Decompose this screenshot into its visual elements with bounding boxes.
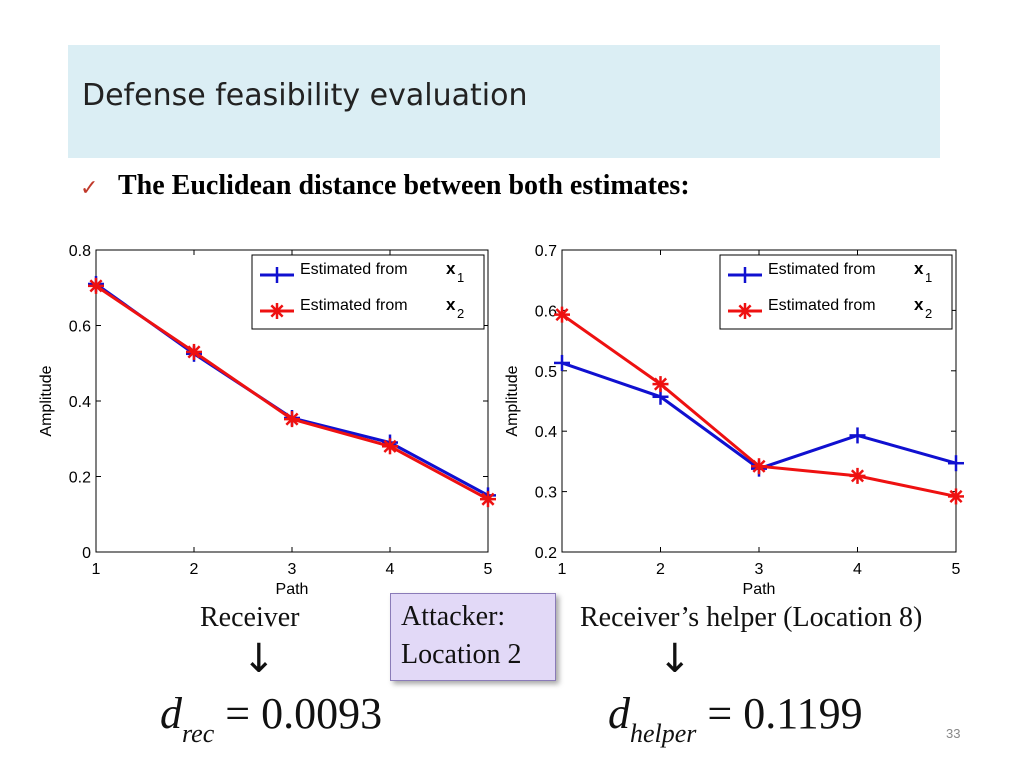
data-point-s2-ray	[89, 279, 103, 293]
attacker-box: Attacker: Location 2	[390, 593, 556, 681]
y-tick-label: 0.8	[69, 243, 91, 260]
y-tick-label: 0.7	[535, 243, 557, 260]
eq-symbol: d	[608, 689, 630, 738]
title-bar	[68, 45, 940, 158]
legend-label: Estimated from	[768, 297, 876, 314]
y-tick-label: 0.6	[535, 303, 557, 320]
x-tick-label: 2	[190, 561, 199, 578]
legend-marker-ray	[270, 304, 284, 318]
x-tick-label: 5	[952, 561, 961, 578]
equation-helper: dhelper = 0.1199	[608, 688, 863, 749]
legend-box	[719, 254, 953, 330]
page-number: 33	[946, 726, 961, 741]
data-point-s2-ray	[383, 439, 397, 453]
down-arrow-icon: ↓	[658, 636, 692, 682]
eq-value: 0.0093	[261, 689, 383, 738]
legend-sub: 1	[925, 270, 932, 285]
legend-sub: 1	[457, 270, 464, 285]
receiver-caption: Receiver	[200, 602, 300, 633]
x-tick-label: 4	[853, 561, 862, 578]
eq-equals: =	[707, 689, 733, 738]
checkmark-icon: ✓	[80, 176, 99, 201]
attacker-location: Location 2	[401, 639, 522, 670]
legend-marker-ray	[738, 304, 752, 318]
data-point-s2-ray	[285, 412, 299, 426]
left-chart: 0 0.2 0.4 0.6 0.8 1 2 3 4 5 Path Amplitude Estimated…	[38, 243, 496, 598]
eq-subscript: rec	[182, 719, 215, 748]
eq-subscript: helper	[630, 719, 697, 748]
right-chart: 0.2 0.3 0.4 0.5 0.6 0.7 1 2 3 4 5 Path Amplitude Esti…	[504, 243, 964, 598]
legend-sub: 2	[457, 306, 464, 321]
x-axis-label: Path	[276, 581, 309, 598]
eq-value: 0.1199	[743, 689, 863, 738]
legend-var: x	[446, 259, 456, 278]
y-axis-label: Amplitude	[38, 365, 55, 436]
legend-label: Estimated from	[300, 297, 408, 314]
y-tick-label: 0.2	[535, 545, 557, 562]
y-tick-label: 0.4	[69, 394, 91, 411]
data-point-s2-ray	[481, 492, 495, 506]
legend-box	[251, 254, 485, 330]
x-tick-label: 3	[755, 561, 764, 578]
x-tick-label: 3	[288, 561, 297, 578]
y-tick-label: 0.4	[535, 424, 557, 441]
legend-var: x	[446, 295, 456, 314]
y-tick-label: 0.3	[535, 485, 557, 502]
x-tick-label: 5	[484, 561, 493, 578]
data-point-s2-ray	[555, 308, 569, 322]
data-point-s2-ray	[653, 377, 668, 391]
slide-title: Defense feasibility evaluation	[82, 78, 528, 113]
legend-var: x	[914, 259, 924, 278]
x-tick-label: 4	[386, 561, 395, 578]
helper-caption: Receiver’s helper (Location 8)	[580, 602, 923, 633]
data-point-s2-ray	[949, 489, 963, 503]
legend-label: Estimated from	[768, 261, 876, 278]
data-point-s2-ray	[752, 459, 766, 473]
x-tick-label: 2	[656, 561, 665, 578]
y-tick-label: 0.2	[69, 470, 91, 487]
attacker-label: Attacker:	[401, 601, 506, 632]
eq-equals: =	[225, 689, 251, 738]
y-tick-label: 0.5	[535, 364, 557, 381]
x-tick-label: 1	[558, 561, 567, 578]
y-tick-label: 0	[82, 545, 91, 562]
y-tick-label: 0.6	[69, 319, 91, 336]
y-axis-label: Amplitude	[504, 365, 521, 436]
equation-receiver: drec = 0.0093	[160, 688, 382, 749]
eq-symbol: d	[160, 689, 182, 738]
down-arrow-icon: ↓	[242, 636, 276, 682]
bullet-text: The Euclidean distance between both esti…	[118, 170, 690, 201]
x-tick-label: 1	[92, 561, 101, 578]
x-axis-label: Path	[743, 581, 776, 598]
legend-sub: 2	[925, 306, 932, 321]
legend-var: x	[914, 295, 924, 314]
legend-label: Estimated from	[300, 261, 408, 278]
data-point-s2-ray	[850, 469, 865, 483]
data-point-s2-ray	[187, 345, 201, 359]
